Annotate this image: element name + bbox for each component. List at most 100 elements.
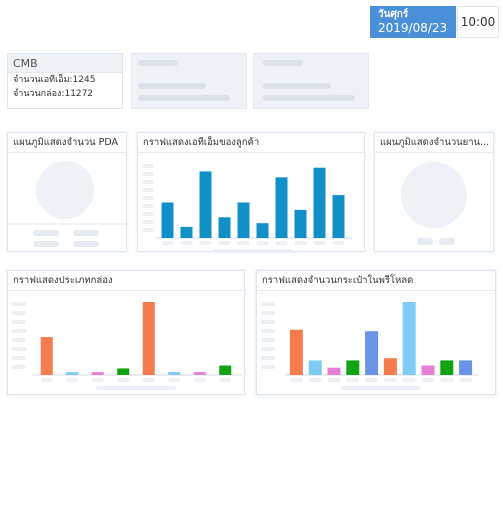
box-type-chart-title: กราฟแสดงประเภทกล่อง [8,271,244,291]
atm-count-label: จำนวนเอทีเอ็ม:1245 [13,75,96,85]
y-tick-placeholder [261,311,275,315]
box-type-bar-chart [12,302,242,390]
loading-summary-card [131,53,247,109]
y-tick-placeholder [142,172,154,176]
skeleton-line [263,83,331,89]
x-tick-placeholder [256,241,269,245]
bar-9 [313,167,326,238]
bar-4 [117,368,130,375]
pda-chart-card[interactable]: แผนภูมิแสดงจำนวน PDA [7,132,127,252]
y-tick-placeholder [142,204,154,208]
y-tick-placeholder [12,365,26,369]
y-tick-placeholder [142,164,154,168]
box-count-label: จำนวนกล่อง:11272 [13,89,94,99]
bar-3 [327,367,341,375]
y-tick-placeholder [261,329,275,333]
skeleton-line [138,95,230,101]
skeleton-legend [73,241,99,247]
y-tick-placeholder [12,302,26,306]
bar-5 [365,331,379,375]
atm-chart-title: กราฟแสดงเอทีเอ็มของลูกค้า [138,133,364,153]
vehicle-pie-placeholder [401,162,467,245]
x-tick-placeholder [180,241,193,245]
skeleton-line [263,60,303,66]
skeleton-line [263,95,355,101]
x-tick-placeholder [332,241,345,245]
bar-7 [193,372,206,375]
y-tick-placeholder [142,180,154,184]
bar-7 [275,177,288,238]
atm-bar-chart [142,164,352,251]
x-tick-placeholder [117,378,130,382]
y-tick-placeholder [261,347,275,351]
bar-9 [440,360,454,375]
atm-chart-card[interactable]: กราฟแสดงเอทีเอ็มของลูกค้า [137,132,365,252]
preload-chart-card[interactable]: กราฟแสดงจำนวนกระเป๋าในพรีโหลด [256,270,496,395]
y-tick-placeholder [12,338,26,342]
skeleton-line [138,83,206,89]
bar-6 [383,358,397,375]
y-tick-placeholder [261,320,275,324]
bar-3 [199,171,212,238]
bar-8 [294,209,307,238]
x-tick-placeholder [193,378,206,382]
y-tick-placeholder [142,212,154,216]
bar-6 [256,223,269,238]
x-tick-placeholder [219,378,232,382]
x-tick-placeholder [218,241,231,245]
bar-4 [346,360,360,375]
vehicle-chart-title: แผนภูมิแสดงจำนวนยาน... [375,133,493,153]
x-tick-placeholder [40,378,53,382]
x-tick-placeholder [294,241,307,245]
x-tick-placeholder [313,241,326,245]
y-tick-placeholder [261,302,275,306]
x-tick-placeholder [142,378,155,382]
x-tick-placeholder [327,378,341,382]
box-type-chart-card[interactable]: กราฟแสดงประเภทกล่อง [7,270,245,395]
bar-5 [142,302,155,375]
weekday-label: วันศุกร์ [378,9,409,20]
skeleton-line [138,60,178,66]
preload-bar-chart [261,302,479,390]
y-tick-placeholder [261,356,275,360]
y-tick-placeholder [142,228,154,232]
x-tick-placeholder [346,378,360,382]
y-tick-placeholder [12,320,26,324]
y-tick-placeholder [261,365,275,369]
x-tick-placeholder [237,241,250,245]
y-tick-placeholder [142,188,154,192]
skeleton-legend [439,238,455,245]
bar-1 [161,202,174,238]
bar-5 [237,202,250,238]
y-tick-placeholder [12,356,26,360]
skeleton-legend [417,238,433,245]
x-tick-placeholder [161,241,174,245]
x-tick-placeholder [199,241,212,245]
date-label: 2019/08/23 [378,21,448,35]
bar-2 [66,372,79,375]
legend-placeholder [213,249,293,251]
preload-chart-title: กราฟแสดงจำนวนกระเป๋าในพรีโหลด [257,271,495,291]
date-display: วันศุกร์ 2019/08/23 [370,6,456,38]
x-tick-placeholder [275,241,288,245]
x-tick-placeholder [440,378,454,382]
cmb-summary-card[interactable]: CMB จำนวนเอทีเอ็ม:1245 จำนวนกล่อง:11272 [7,53,123,109]
bar-2 [308,360,322,375]
pie-placeholder-circle [401,162,467,228]
vehicle-chart-card[interactable]: แผนภูมิแสดงจำนวนยาน... [374,132,494,252]
time-display: 10:00 [457,6,499,38]
bar-4 [218,217,231,238]
x-tick-placeholder [459,378,473,382]
x-tick-placeholder [383,378,397,382]
legend-placeholder [341,386,421,390]
bar-3 [91,372,104,375]
skeleton-legend [33,230,59,236]
bar-1 [40,337,53,375]
cmb-title: CMB [8,54,122,73]
bar-6 [168,372,181,375]
x-tick-placeholder [365,378,379,382]
y-tick-placeholder [12,329,26,333]
x-tick-placeholder [289,378,303,382]
legend-placeholder [96,386,176,390]
bar-8 [219,365,232,375]
